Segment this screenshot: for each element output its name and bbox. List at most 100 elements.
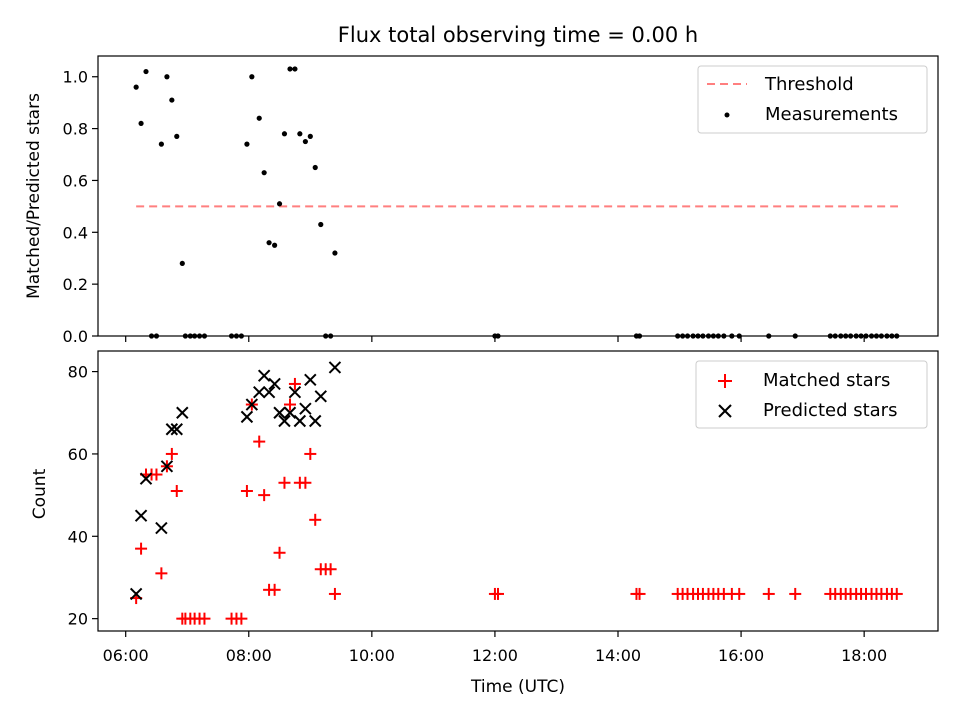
matched-star-point xyxy=(258,489,271,502)
predicted-star-point xyxy=(134,509,148,522)
legend-matched-label: Matched stars xyxy=(763,370,890,391)
count-y-tick-label: 20 xyxy=(68,610,88,629)
predicted-star-point xyxy=(283,406,297,419)
x-tick-label: 14:00 xyxy=(595,646,641,665)
matched-star-point xyxy=(288,377,301,390)
x-tick-label: 06:00 xyxy=(103,646,149,665)
matched-star-point xyxy=(170,485,183,497)
legend-threshold-label: Threshold xyxy=(764,74,854,95)
legend-matched-swatch xyxy=(718,374,732,388)
ratio-y-label: Matched/Predicted stars xyxy=(24,93,44,299)
predicted-star-point xyxy=(160,460,174,473)
measurement-point xyxy=(297,131,303,137)
count-y-label: Count xyxy=(30,468,50,519)
count-y-tick-label: 80 xyxy=(68,363,88,382)
count-legend-box xyxy=(695,360,928,429)
ratio-y-tick-label: 0.4 xyxy=(63,223,88,242)
measurement-point xyxy=(249,74,255,80)
predicted-star-point xyxy=(240,410,254,424)
matched-star-point xyxy=(890,587,903,600)
ratio-plot-frame xyxy=(97,55,939,337)
count-x-ticks: 06:00 08:00 10:00 12:00 14:00 16:00 18:00 xyxy=(103,631,887,665)
matched-star-point xyxy=(328,587,341,600)
ratio-y-tick-label: 0.2 xyxy=(63,275,88,294)
predicted-star-point xyxy=(328,361,342,374)
measurement-point xyxy=(169,97,175,103)
x-tick-label: 10:00 xyxy=(349,646,395,665)
measurement-point xyxy=(307,133,313,139)
ratio-y-tick-label: 0.0 xyxy=(63,327,88,346)
matched-star-point xyxy=(268,583,281,596)
chart-title: Flux total observing time = 0.00 h xyxy=(338,23,698,47)
measurement-point xyxy=(244,141,250,147)
matched-star-point xyxy=(284,398,296,411)
measurement-point xyxy=(256,115,262,121)
count-panel: 20 40 60 80 06:00 08:00 10:00 12:00 14:00 16:00 1… xyxy=(30,350,939,697)
ratio-y-tick-label: 1.0 xyxy=(63,68,88,87)
measurement-point xyxy=(133,84,139,90)
predicted-star-point xyxy=(253,385,266,399)
count-y-tick-label: 40 xyxy=(68,527,88,546)
measurement-point xyxy=(143,68,149,75)
matched-star-point xyxy=(309,513,322,526)
predicted-star-point xyxy=(262,385,276,399)
predicted-star-point xyxy=(314,390,327,403)
matched-stars-points xyxy=(130,377,903,625)
measurement-point xyxy=(312,164,318,171)
measurement-point xyxy=(138,120,144,127)
x-tick-label: 08:00 xyxy=(226,646,272,665)
matched-star-point xyxy=(324,563,337,576)
legend-measurement-label: Measurements xyxy=(765,104,898,125)
predicted-star-point xyxy=(176,406,189,419)
matched-star-point xyxy=(492,587,504,600)
measurement-point xyxy=(281,131,288,137)
legend-predicted-swatch xyxy=(718,404,732,418)
predicted-star-point xyxy=(309,414,322,428)
predicted-star-point xyxy=(129,587,143,601)
matched-star-point xyxy=(198,612,211,625)
x-axis-label: Time (UTC) xyxy=(470,677,565,697)
matched-star-point xyxy=(165,447,178,460)
matched-star-point xyxy=(155,567,168,580)
matched-star-point xyxy=(235,612,248,625)
matched-star-point xyxy=(150,468,163,481)
measurement-point xyxy=(179,260,185,267)
predicted-star-point xyxy=(155,521,168,535)
count-plot-frame xyxy=(97,350,939,632)
matched-star-point xyxy=(633,587,646,600)
measurement-point xyxy=(332,250,338,256)
measurement-point xyxy=(266,240,272,246)
predicted-stars-points xyxy=(129,361,342,601)
predicted-star-point xyxy=(245,398,259,411)
x-tick-label: 16:00 xyxy=(718,646,764,665)
predicted-star-point xyxy=(170,423,183,436)
measurement-point xyxy=(302,138,308,145)
matched-star-point xyxy=(733,587,746,600)
predicted-star-point xyxy=(139,472,153,485)
matched-star-point xyxy=(253,435,266,448)
legend-measurement-swatch xyxy=(724,112,730,118)
measurement-point xyxy=(174,133,180,139)
matched-star-point xyxy=(240,485,253,497)
measurement-point xyxy=(276,201,283,207)
measurement-point xyxy=(318,221,324,228)
matched-star-point xyxy=(278,476,291,489)
predicted-star-point xyxy=(304,373,317,387)
predicted-star-point xyxy=(165,423,179,436)
predicted-star-point xyxy=(268,377,281,391)
measurement-point xyxy=(292,66,298,72)
predicted-star-point xyxy=(278,414,291,428)
predicted-star-point xyxy=(273,406,286,419)
matched-star-point xyxy=(304,447,317,460)
legend-predicted-label: Predicted stars xyxy=(763,400,897,421)
x-tick-label: 18:00 xyxy=(841,646,887,665)
measurement-point xyxy=(164,74,170,80)
matched-star-point xyxy=(135,542,148,555)
ratio-x-ticks xyxy=(125,336,865,342)
ratio-legend-box xyxy=(697,65,928,134)
ratio-y-ticks: 0.0 0.2 0.4 0.6 0.8 1.0 xyxy=(63,68,98,346)
count-y-ticks: 20 40 60 80 xyxy=(68,363,98,629)
count-legend: Matched stars Predicted stars xyxy=(695,360,928,429)
predicted-star-point xyxy=(299,402,312,415)
